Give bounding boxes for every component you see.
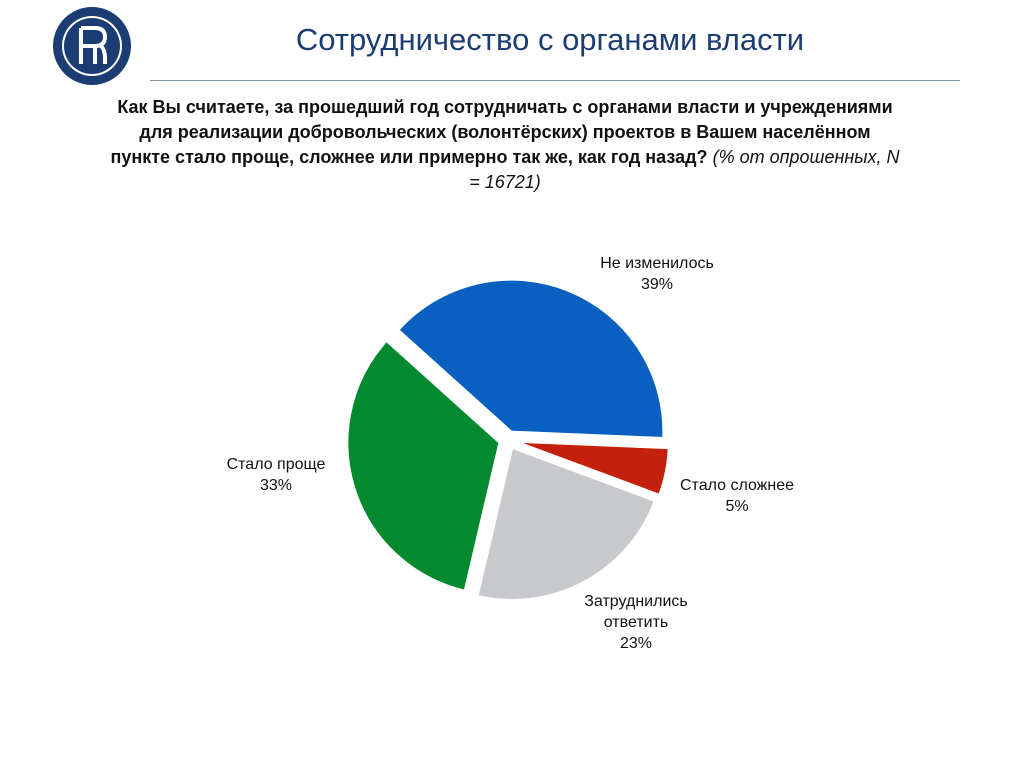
slice-value-label: 33%	[260, 477, 292, 494]
slice-category-label: Затруднились	[584, 593, 687, 610]
slice-value-label: 5%	[725, 498, 748, 515]
slice-value-label: 23%	[620, 635, 652, 652]
pie-slice-1	[516, 440, 670, 497]
pie-slice-2	[476, 446, 657, 601]
survey-question: Как Вы считаете, за прошедший год сотруд…	[110, 95, 900, 195]
slice-category-label: Стало сложнее	[680, 477, 794, 494]
title-divider	[150, 80, 960, 81]
university-logo	[53, 7, 131, 85]
slice-category-label: ответить	[604, 614, 669, 631]
slice-value-label: 39%	[641, 276, 673, 293]
slice-category-label: Не изменилось	[600, 255, 714, 272]
pie-slice-0	[397, 278, 665, 440]
question-note: (% от опрошенных, N = 16721)	[469, 147, 900, 192]
page-title: Сотрудничество с органами власти	[295, 22, 805, 57]
pie-slice-3	[346, 339, 501, 592]
question-text: Как Вы считаете, за прошедший год сотруд…	[110, 97, 893, 167]
slice-category-label: Стало проще	[227, 456, 326, 473]
